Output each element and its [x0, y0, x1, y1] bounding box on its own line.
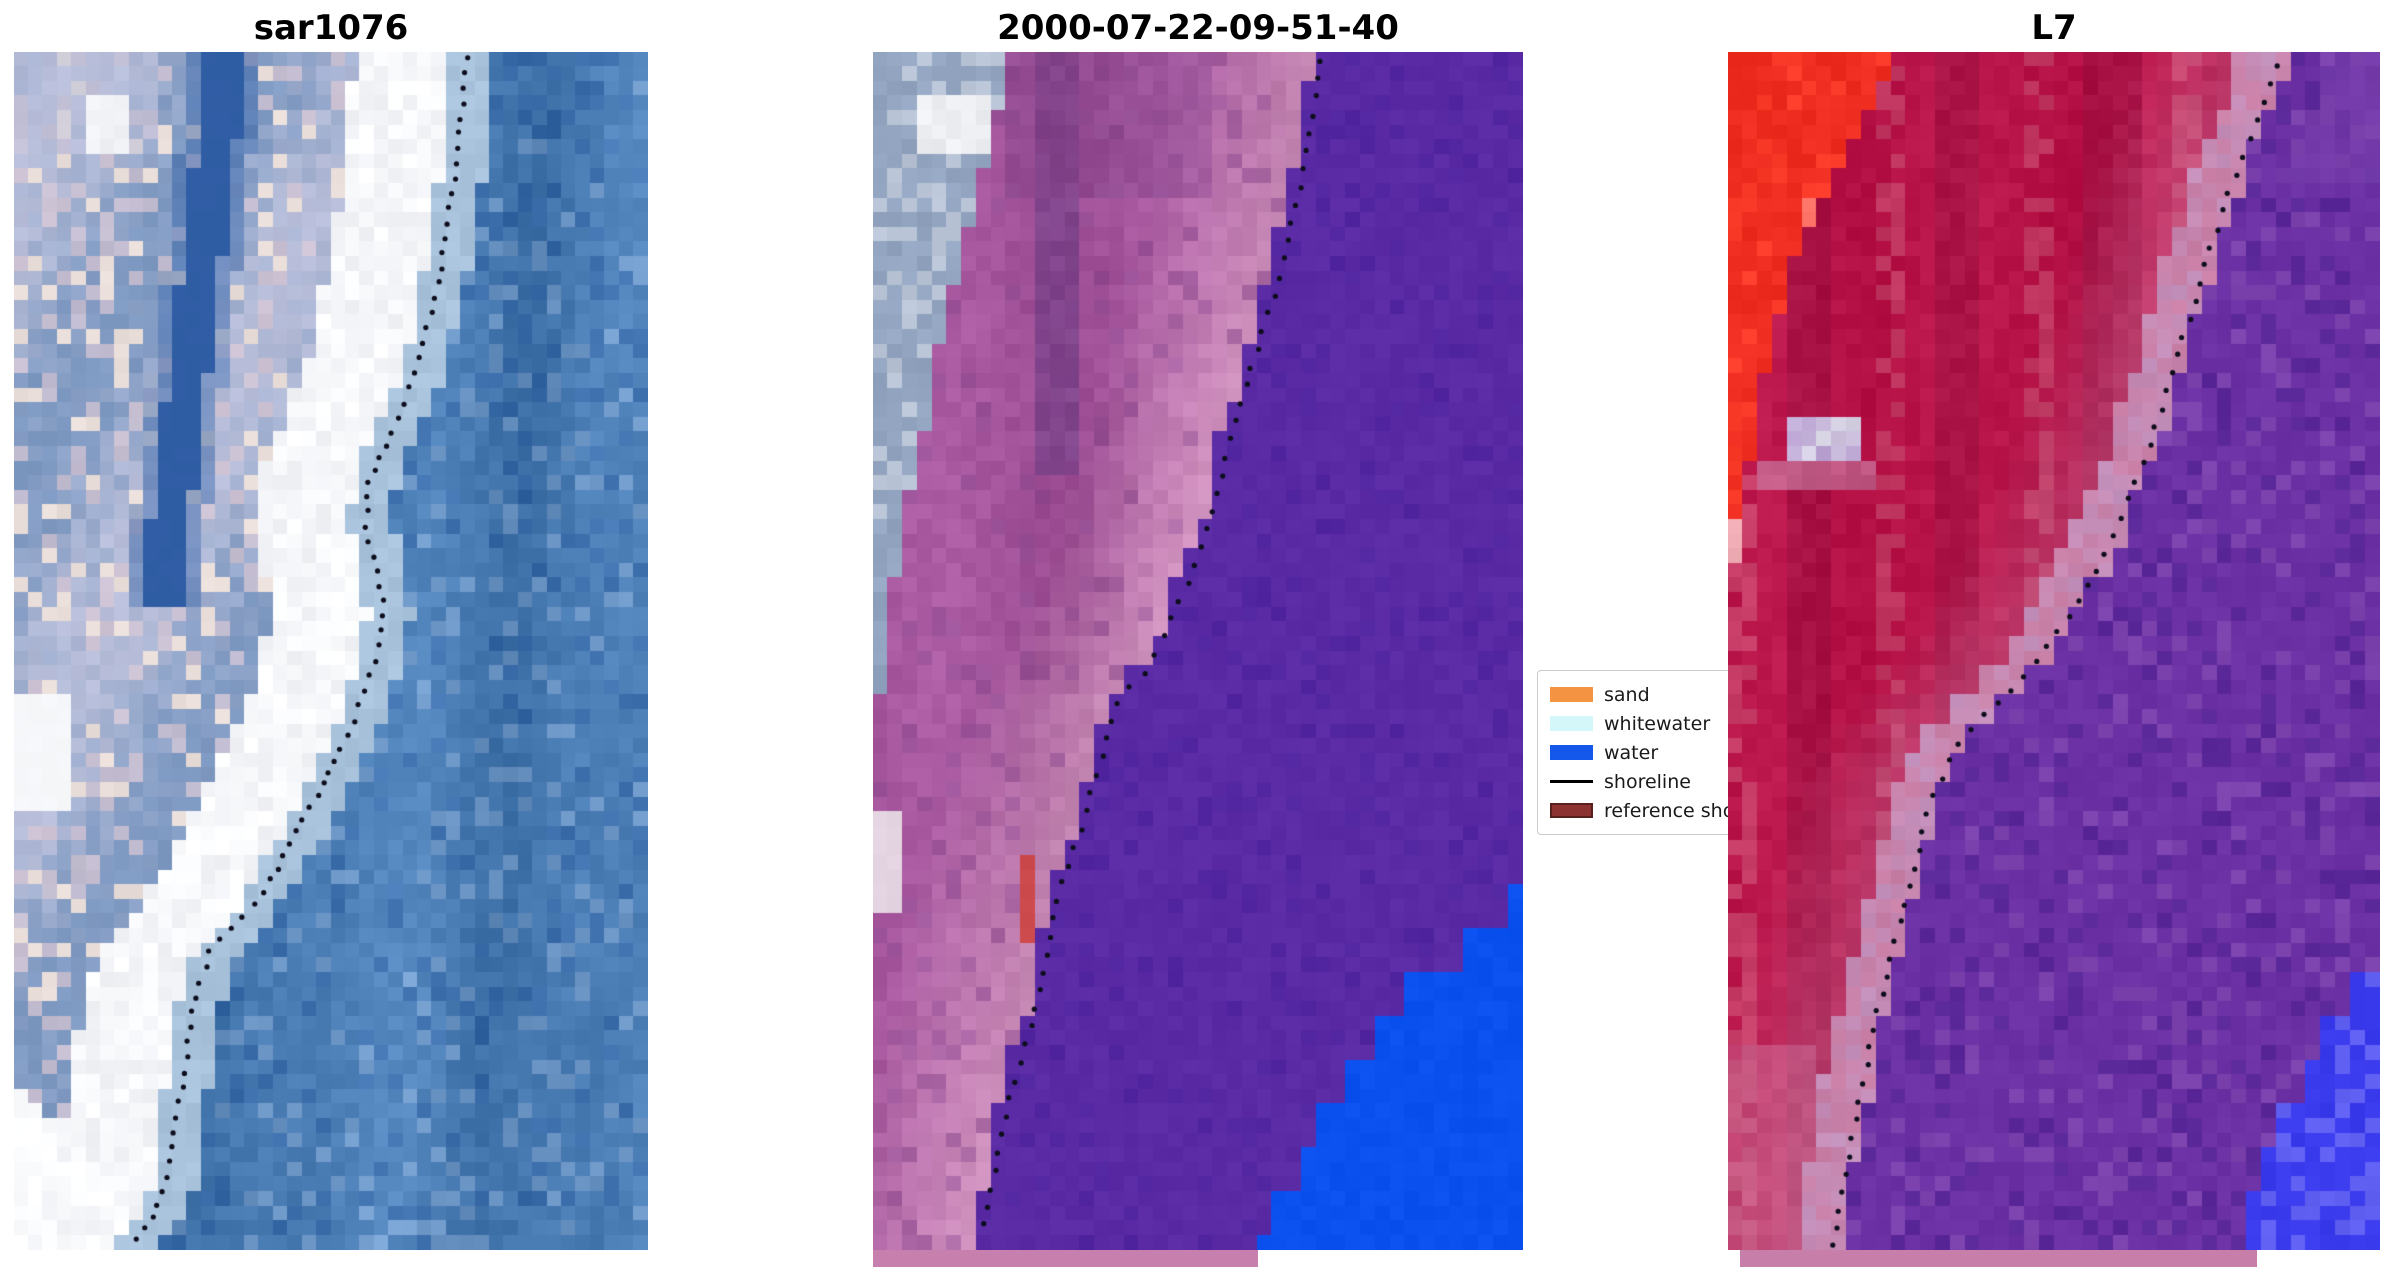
legend-item-sand: sand — [1550, 680, 1776, 709]
panel-image-sar1076 — [14, 52, 648, 1250]
overlay-strip-classified — [873, 1250, 1258, 1267]
legend-label: shoreline — [1604, 770, 1691, 793]
legend-swatch-reference-shoreline — [1550, 803, 1593, 818]
legend-item-whitewater: whitewater — [1550, 709, 1776, 738]
panel-title-l7: L7 — [2031, 8, 2077, 48]
legend-item-shoreline: shoreline — [1550, 767, 1776, 796]
legend-swatch-water — [1550, 745, 1593, 760]
panel-image-l7 — [1728, 52, 2380, 1250]
panel-image-classified — [873, 52, 1523, 1250]
legend-label: sand — [1604, 683, 1650, 706]
legend-swatch-whitewater — [1550, 716, 1593, 731]
legend-item-water: water — [1550, 738, 1776, 767]
legend-swatch-shoreline — [1550, 774, 1593, 789]
legend-swatch-sand — [1550, 687, 1593, 702]
panel-title-date: 2000-07-22-09-51-40 — [997, 8, 1399, 48]
panel-title-sar: sar1076 — [253, 8, 409, 48]
legend-label: whitewater — [1604, 712, 1711, 735]
legend-label: water — [1604, 741, 1659, 764]
overlay-strip-l7 — [1740, 1250, 2257, 1267]
